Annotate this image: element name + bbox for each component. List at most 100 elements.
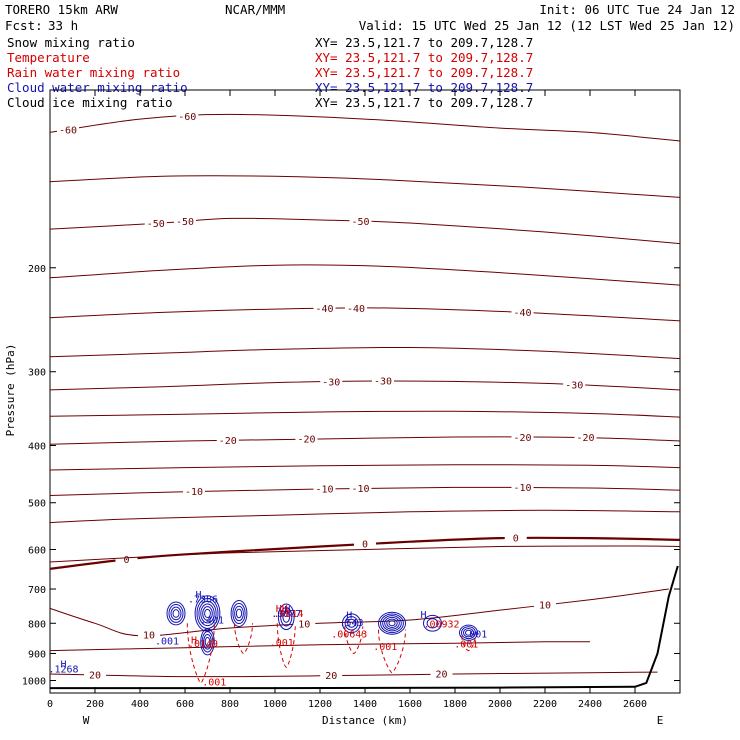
isotherm-label-bg <box>144 217 167 229</box>
rain-water-contour <box>234 623 253 655</box>
cloud-water-contours <box>166 595 478 656</box>
valid-time: Valid: 15 UTC Wed 25 Jan 12 (12 LST Wed … <box>359 18 735 33</box>
cloud-water-contour <box>378 611 406 635</box>
isotherm-label: 20 <box>89 670 101 681</box>
isotherm-label: -50 <box>351 217 369 228</box>
x-tick-label: 400 <box>131 699 149 710</box>
cloud-water-contour <box>386 618 398 628</box>
isotherm-label-bg <box>320 375 343 387</box>
x-axis-label: Distance (km) <box>322 714 408 727</box>
x-tick-label: 600 <box>176 699 194 710</box>
x-tick-label: 2000 <box>488 699 512 710</box>
isotherm-label: -60 <box>178 112 196 123</box>
x-tick-label: 200 <box>86 699 104 710</box>
isotherm-label: 20 <box>325 671 337 682</box>
isotherm-label-bg <box>349 215 372 227</box>
mixing-ratio-label: .00643 <box>331 629 367 640</box>
isotherm-line <box>49 545 681 563</box>
isotherm-line <box>49 113 681 142</box>
x-tick-label: 1000 <box>263 699 287 710</box>
isotherm-line <box>49 410 681 418</box>
isotherm-label-bg <box>511 431 534 443</box>
isotherm-label: -30 <box>322 377 340 388</box>
field-xy: XY= 23.5,121.7 to 209.7,128.7 <box>315 50 533 65</box>
y-tick-label: 300 <box>28 368 46 379</box>
mixing-ratio-label: H <box>60 659 66 670</box>
rain-water-contour <box>461 635 476 652</box>
isotherm-label-bg <box>511 306 534 318</box>
isotherm-line <box>49 671 658 678</box>
x-tick-label: 1400 <box>353 699 377 710</box>
isotherm-label: -10 <box>185 487 203 498</box>
cloud-water-contour <box>459 624 478 641</box>
x-tick-label: 2200 <box>533 699 557 710</box>
isotherm-label: -20 <box>513 433 531 444</box>
field-xy: XY= 23.5,121.7 to 209.7,128.7 <box>315 35 533 50</box>
mixing-ratio-label: H <box>284 605 290 616</box>
isotherm-label: -50 <box>176 217 194 228</box>
x-tick-label: 2400 <box>578 699 602 710</box>
cloud-water-contour <box>235 608 243 619</box>
isotherm-label: -30 <box>565 380 583 391</box>
init-time: Init: 06 UTC Tue 24 Jan 12 <box>539 2 735 17</box>
cloud-water-contour <box>234 605 244 622</box>
mixing-ratio-label: .001 <box>202 678 226 689</box>
isotherm-label-bg <box>574 431 597 443</box>
mixing-ratio-label: .001 <box>373 642 397 653</box>
field-xy: XY= 23.5,121.7 to 209.7,128.7 <box>315 95 533 110</box>
y-tick-label: 1000 <box>22 676 46 687</box>
y-tick-label: 600 <box>28 545 46 556</box>
isotherm-line <box>49 380 681 391</box>
isotherm-label: -20 <box>219 436 237 447</box>
field-name: Cloud ice mixing ratio <box>7 95 173 110</box>
field-name: Temperature <box>7 50 90 65</box>
mixing-ratio-label: .0149 <box>188 639 218 650</box>
cloud-water-contour <box>384 616 400 630</box>
isotherm-label-bg <box>115 553 138 565</box>
y-tick-label: 200 <box>28 264 46 275</box>
isotherm-label-bg <box>84 668 106 680</box>
isotherm-label-bg <box>293 618 316 630</box>
isotherm-label: 0 <box>513 534 519 545</box>
field-name: Snow mixing ratio <box>7 35 135 50</box>
mixing-ratio-label: H <box>195 590 201 601</box>
isotherm-line <box>49 175 681 198</box>
mixing-ratio-label: .1268 <box>48 665 78 676</box>
mixing-ratio-label: .401 <box>200 615 224 626</box>
isotherm-line <box>49 346 681 360</box>
y-tick-label: 500 <box>28 499 46 510</box>
terrain-surface <box>50 565 679 690</box>
cloud-water-contour <box>170 606 182 621</box>
y-tick-label: 700 <box>28 585 46 596</box>
cloud-water-contour <box>282 610 291 623</box>
isotherm-label: -40 <box>513 308 531 319</box>
isotherm-label-bg <box>511 481 534 493</box>
isotherm-label: -40 <box>315 304 333 315</box>
isotherm-label-bg <box>216 434 239 446</box>
cloud-water-contour <box>463 628 474 638</box>
mixing-ratio-label: .0877 <box>271 609 301 620</box>
isotherm-label-bg <box>138 629 160 641</box>
cloud-water-contour <box>277 603 295 631</box>
isotherm-label: -50 <box>147 219 165 230</box>
terrain-line <box>50 565 679 690</box>
isotherm-label-bg <box>174 215 196 227</box>
isotherm-line <box>49 307 681 322</box>
isotherm-line <box>49 464 681 471</box>
isotherm-line <box>49 588 669 637</box>
cloud-water-contour <box>344 616 359 631</box>
mixing-ratio-label: HH <box>276 604 288 615</box>
fcst-label: Fcst: <box>5 18 43 33</box>
mixing-ratio-label: H <box>346 610 352 621</box>
cloud-water-contour <box>168 604 184 623</box>
rain-water-contour <box>378 629 406 674</box>
model-title: TORERO 15km ARW <box>5 2 118 17</box>
isotherm-label-bg <box>354 538 376 550</box>
isotherm-label-bg <box>349 482 372 494</box>
x-tick-label: 1800 <box>443 699 467 710</box>
isotherm-label: 10 <box>539 600 551 611</box>
isotherm-label: -20 <box>576 433 594 444</box>
field-legend: Snow mixing ratio XY= 23.5,121.7 to 209.7… <box>7 35 533 110</box>
